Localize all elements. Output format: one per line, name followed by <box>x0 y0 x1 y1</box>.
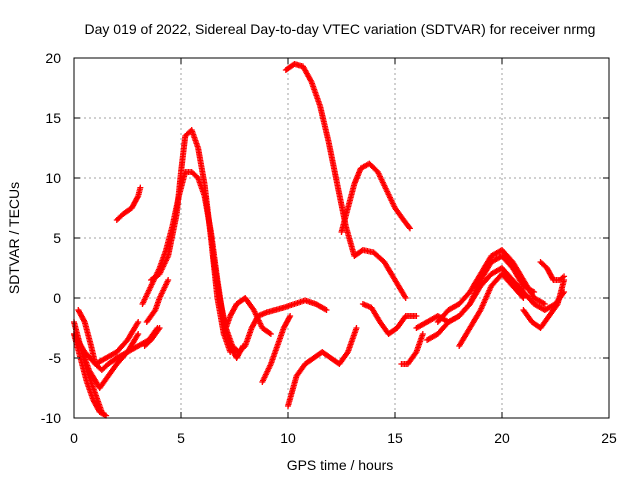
series-arc-23 <box>520 277 568 331</box>
series-arc-21 <box>434 247 548 325</box>
data-point <box>413 313 420 319</box>
data-point <box>322 306 329 313</box>
series-arc-22 <box>456 271 527 349</box>
chart-title: Day 019 of 2022, Sidereal Day-to-day VTE… <box>85 21 596 37</box>
data-point <box>561 273 568 280</box>
y-tick-label: 5 <box>53 230 61 246</box>
data-point <box>155 326 162 333</box>
data-point <box>101 411 108 418</box>
data-point <box>135 319 142 325</box>
data-point <box>137 184 144 191</box>
series-arc-18 <box>398 331 426 367</box>
series-arc-17 <box>359 301 420 337</box>
grid-lines <box>74 58 609 418</box>
data-point <box>406 225 413 232</box>
y-tick-label: -5 <box>49 350 62 366</box>
data-point <box>98 409 105 415</box>
data-point <box>520 295 527 301</box>
series-arc-9 <box>143 277 172 325</box>
x-tick-label: 25 <box>601 430 617 446</box>
axis-ticks: 0 5 10 15 20 25 -10 -5 0 5 10 15 20 <box>41 50 617 446</box>
series-arc-14 <box>285 325 360 409</box>
series-arc-11 <box>210 253 330 355</box>
data-point <box>165 277 172 283</box>
y-tick-label: 10 <box>45 170 61 186</box>
series-arc-24 <box>537 259 568 283</box>
data-points <box>71 61 568 419</box>
y-axis-label: SDTVAR / TECUs <box>6 182 22 294</box>
x-tick-label: 20 <box>494 430 510 446</box>
y-tick-label: -10 <box>41 410 61 426</box>
data-point <box>323 307 330 313</box>
x-axis-label: GPS time / hours <box>287 457 394 473</box>
data-point <box>402 295 409 301</box>
data-point <box>286 314 293 321</box>
series-arc-16 <box>338 160 413 235</box>
series-arc-5 <box>77 331 142 391</box>
data-point <box>519 293 526 300</box>
series-arc-13 <box>259 313 294 385</box>
data-point <box>419 331 426 337</box>
series-arc-6 <box>113 184 144 223</box>
y-tick-label: 15 <box>45 110 61 126</box>
x-tick-label: 10 <box>280 430 296 446</box>
series-arc-10 <box>141 325 163 349</box>
x-tick-label: 0 <box>70 430 78 446</box>
data-point <box>541 301 548 307</box>
data-point <box>135 331 142 337</box>
data-point <box>134 194 141 201</box>
data-point <box>156 325 163 331</box>
data-point <box>353 325 360 331</box>
data-point <box>287 313 294 319</box>
data-point <box>266 330 273 337</box>
data-point <box>80 317 87 324</box>
y-tick-label: 0 <box>53 290 61 306</box>
data-point <box>406 224 413 231</box>
data-point <box>227 349 234 355</box>
x-tick-label: 15 <box>387 430 403 446</box>
data-point <box>267 331 274 337</box>
y-tick-label: 20 <box>45 50 61 66</box>
series-arc-12 <box>220 295 274 337</box>
data-point <box>540 300 547 307</box>
x-tick-label: 5 <box>177 430 185 446</box>
